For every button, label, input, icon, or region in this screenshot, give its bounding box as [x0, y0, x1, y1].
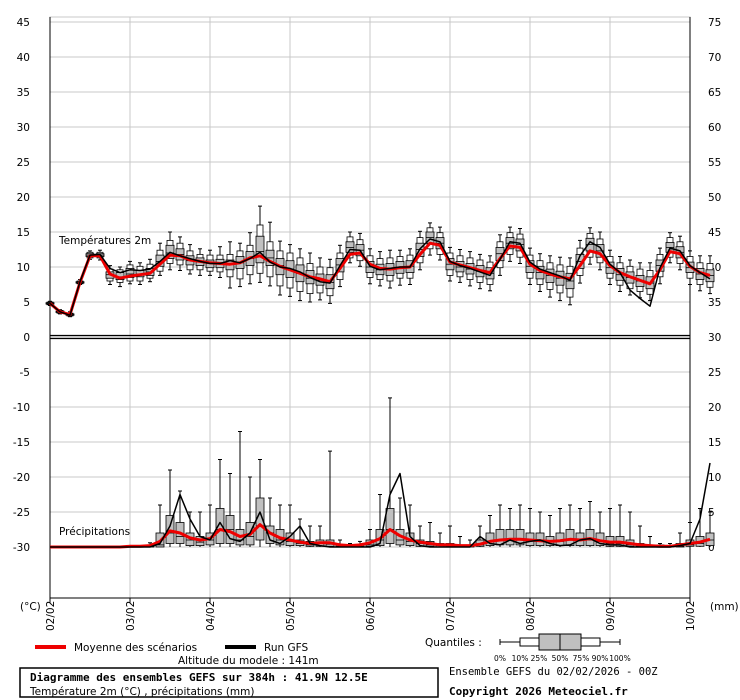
temperature-box — [255, 205, 265, 283]
legend: Moyenne des scénarios Run GFS Altitude d… — [35, 633, 631, 667]
left-tick-label: 25 — [17, 157, 30, 169]
right-tick-label: 5 — [708, 507, 715, 519]
date-tick-label: 02/02 — [45, 601, 57, 631]
date-tick-label: 03/02 — [125, 601, 137, 631]
date-tick-label: 10/02 — [685, 601, 697, 631]
right-tick-label: 30 — [708, 332, 721, 344]
temperature-box — [235, 242, 245, 288]
left-tick-label: 35 — [17, 87, 30, 99]
right-tick-label: 45 — [708, 227, 721, 239]
title-box — [19, 667, 439, 698]
ensemble-label: Ensemble GEFS du 02/02/2026 - 00Z — [449, 666, 658, 678]
right-tick-label: 70 — [708, 52, 721, 64]
left-tick-label: -30 — [13, 542, 30, 554]
precipitation-box — [195, 511, 205, 547]
precipitation-label: Précipitations — [59, 526, 130, 538]
right-unit-label: (mm) — [710, 601, 739, 613]
left-unit-label: (°C) — [20, 601, 41, 613]
legend-run-label: Run GFS — [264, 642, 308, 654]
series-lines — [49, 238, 711, 549]
right-tick-label: 60 — [708, 122, 721, 134]
chart-subtitle: Température 2m (°C) , précipitations (mm… — [29, 686, 255, 698]
temperature-box — [565, 257, 575, 306]
left-tick-label: 30 — [17, 122, 30, 134]
left-tick-label: -15 — [13, 437, 30, 449]
left-tick-label: 5 — [23, 297, 30, 309]
right-tick-label: 15 — [708, 437, 721, 449]
temperature-box — [545, 255, 555, 298]
quantile-tick-label: 90% — [592, 654, 609, 663]
left-tick-label: 45 — [17, 17, 30, 29]
chart-title: Diagramme des ensembles GEFS sur 384h : … — [30, 671, 368, 684]
right-tick-label: 75 — [708, 17, 721, 29]
date-tick-label: 04/02 — [205, 601, 217, 631]
temperature-boxes — [45, 205, 715, 318]
quantile-tick-label: 0% — [494, 654, 506, 663]
right-tick-label: 50 — [708, 192, 721, 204]
temperature-label: Températures 2m — [58, 235, 151, 247]
quantile-tick-label: 75% — [573, 654, 590, 663]
temperature-box — [595, 231, 605, 271]
precipitation-box — [395, 497, 405, 547]
temperature-mean-line — [49, 241, 711, 317]
left-tick-label: 20 — [17, 192, 30, 204]
temperature-run-line — [49, 238, 711, 317]
temperature-box — [125, 260, 135, 285]
left-tick-label: 0 — [23, 332, 30, 344]
precipitation-run-line — [50, 462, 711, 548]
quantile-tick-labels: 0% 10% 25% 50% 75% 90% 100% — [494, 654, 631, 663]
right-tick-label: 20 — [708, 402, 721, 414]
quantile-tick-label: 25% — [531, 654, 548, 663]
right-tick-label: 25 — [708, 367, 721, 379]
left-tick-label: 40 — [17, 52, 30, 64]
left-tick-label: -5 — [20, 367, 30, 379]
left-tick-label: 10 — [17, 262, 30, 274]
date-tick-label: 05/02 — [285, 601, 297, 631]
left-tick-label: 15 — [17, 227, 30, 239]
legend-quantiles-label: Quantiles : — [425, 637, 482, 649]
copyright-label: Copyright 2026 Meteociel.fr — [449, 685, 628, 698]
right-tick-label: 35 — [708, 297, 721, 309]
date-tick-label: 09/02 — [605, 601, 617, 631]
right-tick-label: 0 — [708, 542, 715, 554]
date-tick-label: 06/02 — [365, 601, 377, 631]
temperature-box — [345, 231, 355, 264]
temperature-box — [175, 236, 185, 271]
legend-mean-label: Moyenne des scénarios — [74, 642, 197, 654]
temperature-box — [165, 231, 175, 271]
quantile-tick-label: 50% — [552, 654, 569, 663]
left-tick-label: -25 — [13, 507, 30, 519]
date-tick-label: 07/02 — [445, 601, 457, 631]
right-tick-label: 55 — [708, 157, 721, 169]
date-tick-label: 08/02 — [525, 601, 537, 631]
left-tick-label: -10 — [13, 402, 30, 414]
precipitation-box — [235, 431, 245, 547]
quantile-tick-label: 100% — [609, 654, 630, 663]
precipitation-box — [385, 397, 395, 547]
altitude-label: Altitude du modele : 141m — [178, 655, 319, 667]
right-tick-label: 65 — [708, 87, 721, 99]
precipitation-box — [325, 450, 335, 547]
left-tick-label: -20 — [13, 472, 30, 484]
axes: 454035302520151050-5-10-15-20-25-3075706… — [13, 17, 721, 631]
quantile-legend-box — [499, 633, 621, 651]
precipitation-boxes — [128, 397, 715, 548]
quantile-tick-label: 10% — [512, 654, 529, 663]
grid — [49, 16, 691, 599]
right-tick-label: 10 — [708, 472, 721, 484]
precipitation-box — [255, 459, 265, 547]
precipitation-box — [225, 473, 235, 547]
precipitation-mean-line — [50, 523, 711, 549]
